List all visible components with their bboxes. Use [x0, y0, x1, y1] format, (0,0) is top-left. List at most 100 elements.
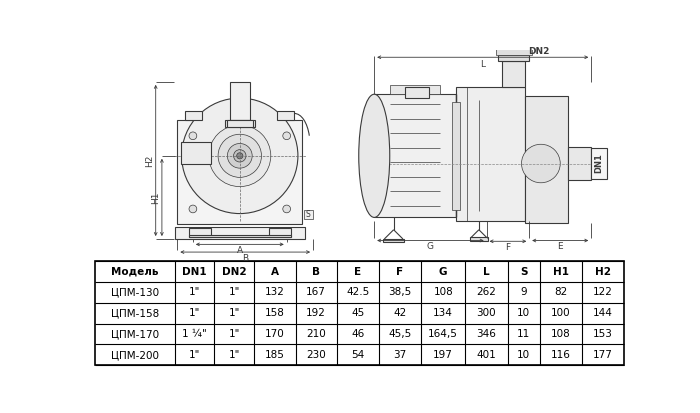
Text: E: E	[354, 267, 361, 277]
Text: 192: 192	[306, 308, 326, 318]
Text: 164,5: 164,5	[428, 329, 458, 339]
Text: DN1: DN1	[594, 154, 603, 173]
Text: 144: 144	[593, 308, 613, 318]
Text: L: L	[480, 60, 485, 69]
Text: 197: 197	[433, 350, 453, 360]
Circle shape	[237, 153, 243, 159]
Text: 11: 11	[517, 329, 531, 339]
Circle shape	[283, 205, 290, 213]
Text: 262: 262	[477, 287, 496, 297]
Bar	[230, 82, 250, 121]
Text: 1": 1"	[229, 287, 240, 297]
Text: 45: 45	[351, 308, 365, 318]
Bar	[502, 61, 526, 86]
Bar	[470, 237, 488, 240]
Text: 38,5: 38,5	[389, 287, 412, 297]
Text: 153: 153	[593, 329, 613, 339]
Text: B: B	[312, 267, 320, 277]
Text: DN2: DN2	[222, 267, 246, 277]
Text: 167: 167	[306, 287, 326, 297]
Text: 210: 210	[306, 329, 326, 339]
Bar	[227, 121, 253, 126]
Text: 134: 134	[433, 308, 453, 318]
Text: 158: 158	[265, 308, 285, 318]
Text: 42: 42	[393, 308, 407, 318]
Circle shape	[228, 143, 252, 168]
Bar	[95, 261, 624, 365]
Circle shape	[189, 132, 197, 140]
Text: G: G	[439, 267, 447, 277]
Text: 116: 116	[551, 350, 571, 360]
Text: L: L	[483, 267, 490, 277]
Text: 1": 1"	[189, 308, 200, 318]
Text: 1": 1"	[229, 329, 240, 339]
Bar	[177, 121, 302, 224]
Text: 1": 1"	[189, 287, 200, 297]
Text: 82: 82	[554, 287, 568, 297]
Text: H2: H2	[145, 154, 154, 166]
Text: 122: 122	[593, 287, 613, 297]
Circle shape	[209, 125, 271, 187]
Text: H1: H1	[151, 191, 160, 204]
Bar	[592, 148, 607, 179]
Bar	[452, 102, 459, 210]
Circle shape	[218, 134, 262, 177]
Text: 300: 300	[477, 308, 496, 318]
Bar	[498, 55, 529, 61]
Text: 1 ¼": 1 ¼"	[182, 329, 207, 339]
Circle shape	[234, 150, 246, 162]
Text: H1: H1	[553, 267, 569, 277]
Text: S: S	[520, 267, 527, 277]
Bar	[175, 227, 304, 239]
Bar	[456, 86, 526, 221]
Text: ЦПМ-158: ЦПМ-158	[111, 308, 159, 318]
Text: ЦПМ-200: ЦПМ-200	[111, 350, 159, 360]
Text: ЦПМ-130: ЦПМ-130	[111, 287, 159, 297]
Circle shape	[182, 98, 298, 214]
Text: 185: 185	[265, 350, 285, 360]
Bar	[304, 210, 313, 219]
Text: 10: 10	[517, 308, 530, 318]
Text: A: A	[237, 246, 243, 255]
Text: B: B	[242, 254, 248, 263]
Text: 177: 177	[593, 350, 613, 360]
Ellipse shape	[358, 94, 390, 217]
Bar	[181, 142, 211, 164]
Text: ЦПМ-170: ЦПМ-170	[111, 329, 159, 339]
Text: 1": 1"	[229, 308, 240, 318]
Bar	[189, 235, 290, 237]
Text: 46: 46	[351, 329, 365, 339]
Text: G: G	[427, 242, 434, 251]
Bar	[225, 121, 255, 126]
Text: 1": 1"	[189, 350, 200, 360]
Bar	[277, 111, 295, 121]
Bar	[526, 96, 568, 223]
Text: 346: 346	[477, 329, 496, 339]
Text: 132: 132	[265, 287, 285, 297]
Text: A: A	[271, 267, 279, 277]
Text: F: F	[505, 243, 510, 252]
Text: 100: 100	[551, 308, 570, 318]
Bar	[374, 94, 456, 217]
Bar	[405, 87, 428, 98]
Text: 108: 108	[551, 329, 570, 339]
Bar	[383, 239, 405, 242]
Text: 108: 108	[433, 287, 453, 297]
Bar	[568, 147, 592, 180]
Bar	[185, 111, 202, 121]
Circle shape	[189, 205, 197, 213]
Text: Модель: Модель	[111, 267, 159, 277]
Text: E: E	[557, 242, 563, 251]
Bar	[390, 85, 440, 94]
Text: 401: 401	[477, 350, 496, 360]
Text: 230: 230	[306, 350, 326, 360]
Text: 45,5: 45,5	[389, 329, 412, 339]
Text: F: F	[396, 267, 404, 277]
Text: 37: 37	[393, 350, 407, 360]
Text: 54: 54	[351, 350, 365, 360]
Text: 170: 170	[265, 329, 285, 339]
Text: 1": 1"	[229, 350, 240, 360]
Text: S: S	[306, 210, 311, 219]
Circle shape	[283, 132, 290, 140]
Circle shape	[522, 144, 560, 183]
